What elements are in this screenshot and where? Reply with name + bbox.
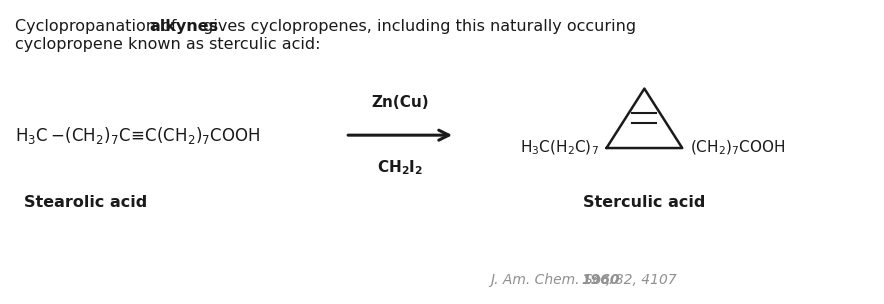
Text: cyclopropene known as sterculic acid:: cyclopropene known as sterculic acid: <box>15 37 321 52</box>
Text: alkynes: alkynes <box>149 19 218 34</box>
Text: 1960: 1960 <box>581 273 620 287</box>
Text: $\mathregular{(CH_2)_7COOH}$: $\mathregular{(CH_2)_7COOH}$ <box>690 139 786 157</box>
Text: Cyclopropanation of: Cyclopropanation of <box>15 19 182 34</box>
Text: J. Am. Chem. Soc.: J. Am. Chem. Soc. <box>490 273 617 287</box>
Text: $\mathregular{CH_2I_2}$: $\mathregular{CH_2I_2}$ <box>377 158 423 177</box>
Text: Stearolic acid: Stearolic acid <box>25 195 148 209</box>
Text: , 82, 4107: , 82, 4107 <box>606 273 676 287</box>
Text: gives cyclopropenes, including this naturally occuring: gives cyclopropenes, including this natu… <box>198 19 636 34</box>
Text: $\mathregular{H_3C(H_2C)_7}$: $\mathregular{H_3C(H_2C)_7}$ <box>520 139 598 157</box>
Text: $\mathregular{H_3C-\!(CH_2)_7C\!\equiv\!C(CH_2)_7COOH}$: $\mathregular{H_3C-\!(CH_2)_7C\!\equiv\!… <box>15 125 261 146</box>
Text: Zn(Cu): Zn(Cu) <box>371 95 429 110</box>
Text: Sterculic acid: Sterculic acid <box>583 195 705 209</box>
